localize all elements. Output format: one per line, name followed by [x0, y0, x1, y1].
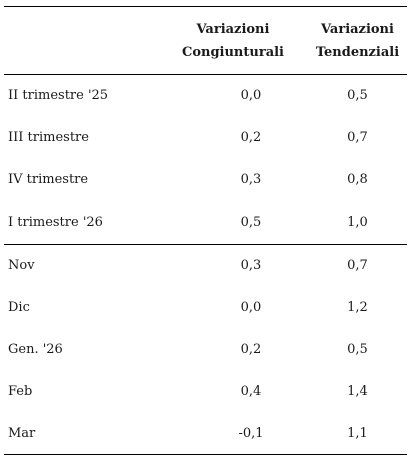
row-label: Dic [8, 300, 30, 315]
table-row: Feb 0,4 1,4 [4, 371, 407, 413]
tendenziale-value: 1,2 [347, 300, 368, 315]
table-row: Dic 0,0 1,2 [4, 287, 407, 329]
variations-table: Variazioni Congiunturali Variazioni Tend… [4, 6, 407, 455]
tendenziale-value: 1,1 [308, 412, 407, 455]
row-label: Nov [8, 258, 35, 274]
row-label: I trimestre '26 [4, 200, 158, 245]
congiunturale-value: 0,3 [240, 172, 262, 187]
row-label: II trimestre '25 [8, 88, 109, 104]
tendenziale-value: 1,0 [308, 200, 407, 245]
monthly-group: Nov 0,3 0,7 Dic 0,0 1,2 Gen. '26 0,2 0,5… [4, 245, 407, 455]
table-row: Gen. '26 0,2 0,5 [4, 329, 407, 371]
congiunturale-value: 0,5 [158, 200, 308, 245]
congiunturale-value: -0,1 [158, 412, 308, 455]
table-row: III trimestre 0,2 0,7 [4, 117, 407, 159]
header-tendenziali-line2: Tendenziali [315, 44, 400, 60]
row-label: Gen. '26 [8, 342, 63, 357]
header-empty-cell [4, 7, 158, 75]
header-congiunturali-line2: Congiunturali [181, 44, 284, 60]
quarterly-group: II trimestre '25 0,0 0,5 III trimestre 0… [4, 75, 407, 245]
congiunturale-value: 0,0 [240, 300, 262, 315]
header-congiunturali: Variazioni Congiunturali [158, 7, 308, 75]
congiunturale-value: 0,2 [240, 130, 262, 145]
table-row: IV trimestre 0,3 0,8 [4, 159, 407, 201]
table-header-row: Variazioni Congiunturali Variazioni Tend… [4, 6, 407, 75]
tendenziale-value: 0,7 [347, 258, 368, 274]
header-tendenziali-line1: Variazioni [321, 21, 394, 37]
table-row: Mar -0,1 1,1 [4, 412, 407, 455]
row-label: Feb [8, 384, 33, 399]
row-label: III trimestre [8, 130, 89, 145]
congiunturale-value: 0,3 [240, 258, 262, 274]
tendenziale-value: 1,4 [347, 384, 368, 399]
row-label: Mar [4, 412, 158, 455]
tendenziale-value: 0,7 [347, 130, 368, 145]
table-row: Nov 0,3 0,7 [4, 245, 407, 287]
header-tendenziali: Variazioni Tendenziali [308, 7, 407, 75]
table-row: II trimestre '25 0,0 0,5 [4, 75, 407, 117]
tendenziale-value: 0,5 [347, 342, 368, 357]
congiunturale-value: 0,0 [240, 88, 262, 104]
tendenziale-value: 0,5 [347, 88, 368, 104]
table-row: I trimestre '26 0,5 1,0 [4, 200, 407, 245]
row-label: IV trimestre [8, 172, 89, 187]
header-congiunturali-line1: Variazioni [196, 21, 270, 37]
tendenziale-value: 0,8 [347, 172, 368, 187]
congiunturale-value: 0,2 [240, 342, 262, 357]
congiunturale-value: 0,4 [240, 384, 262, 399]
